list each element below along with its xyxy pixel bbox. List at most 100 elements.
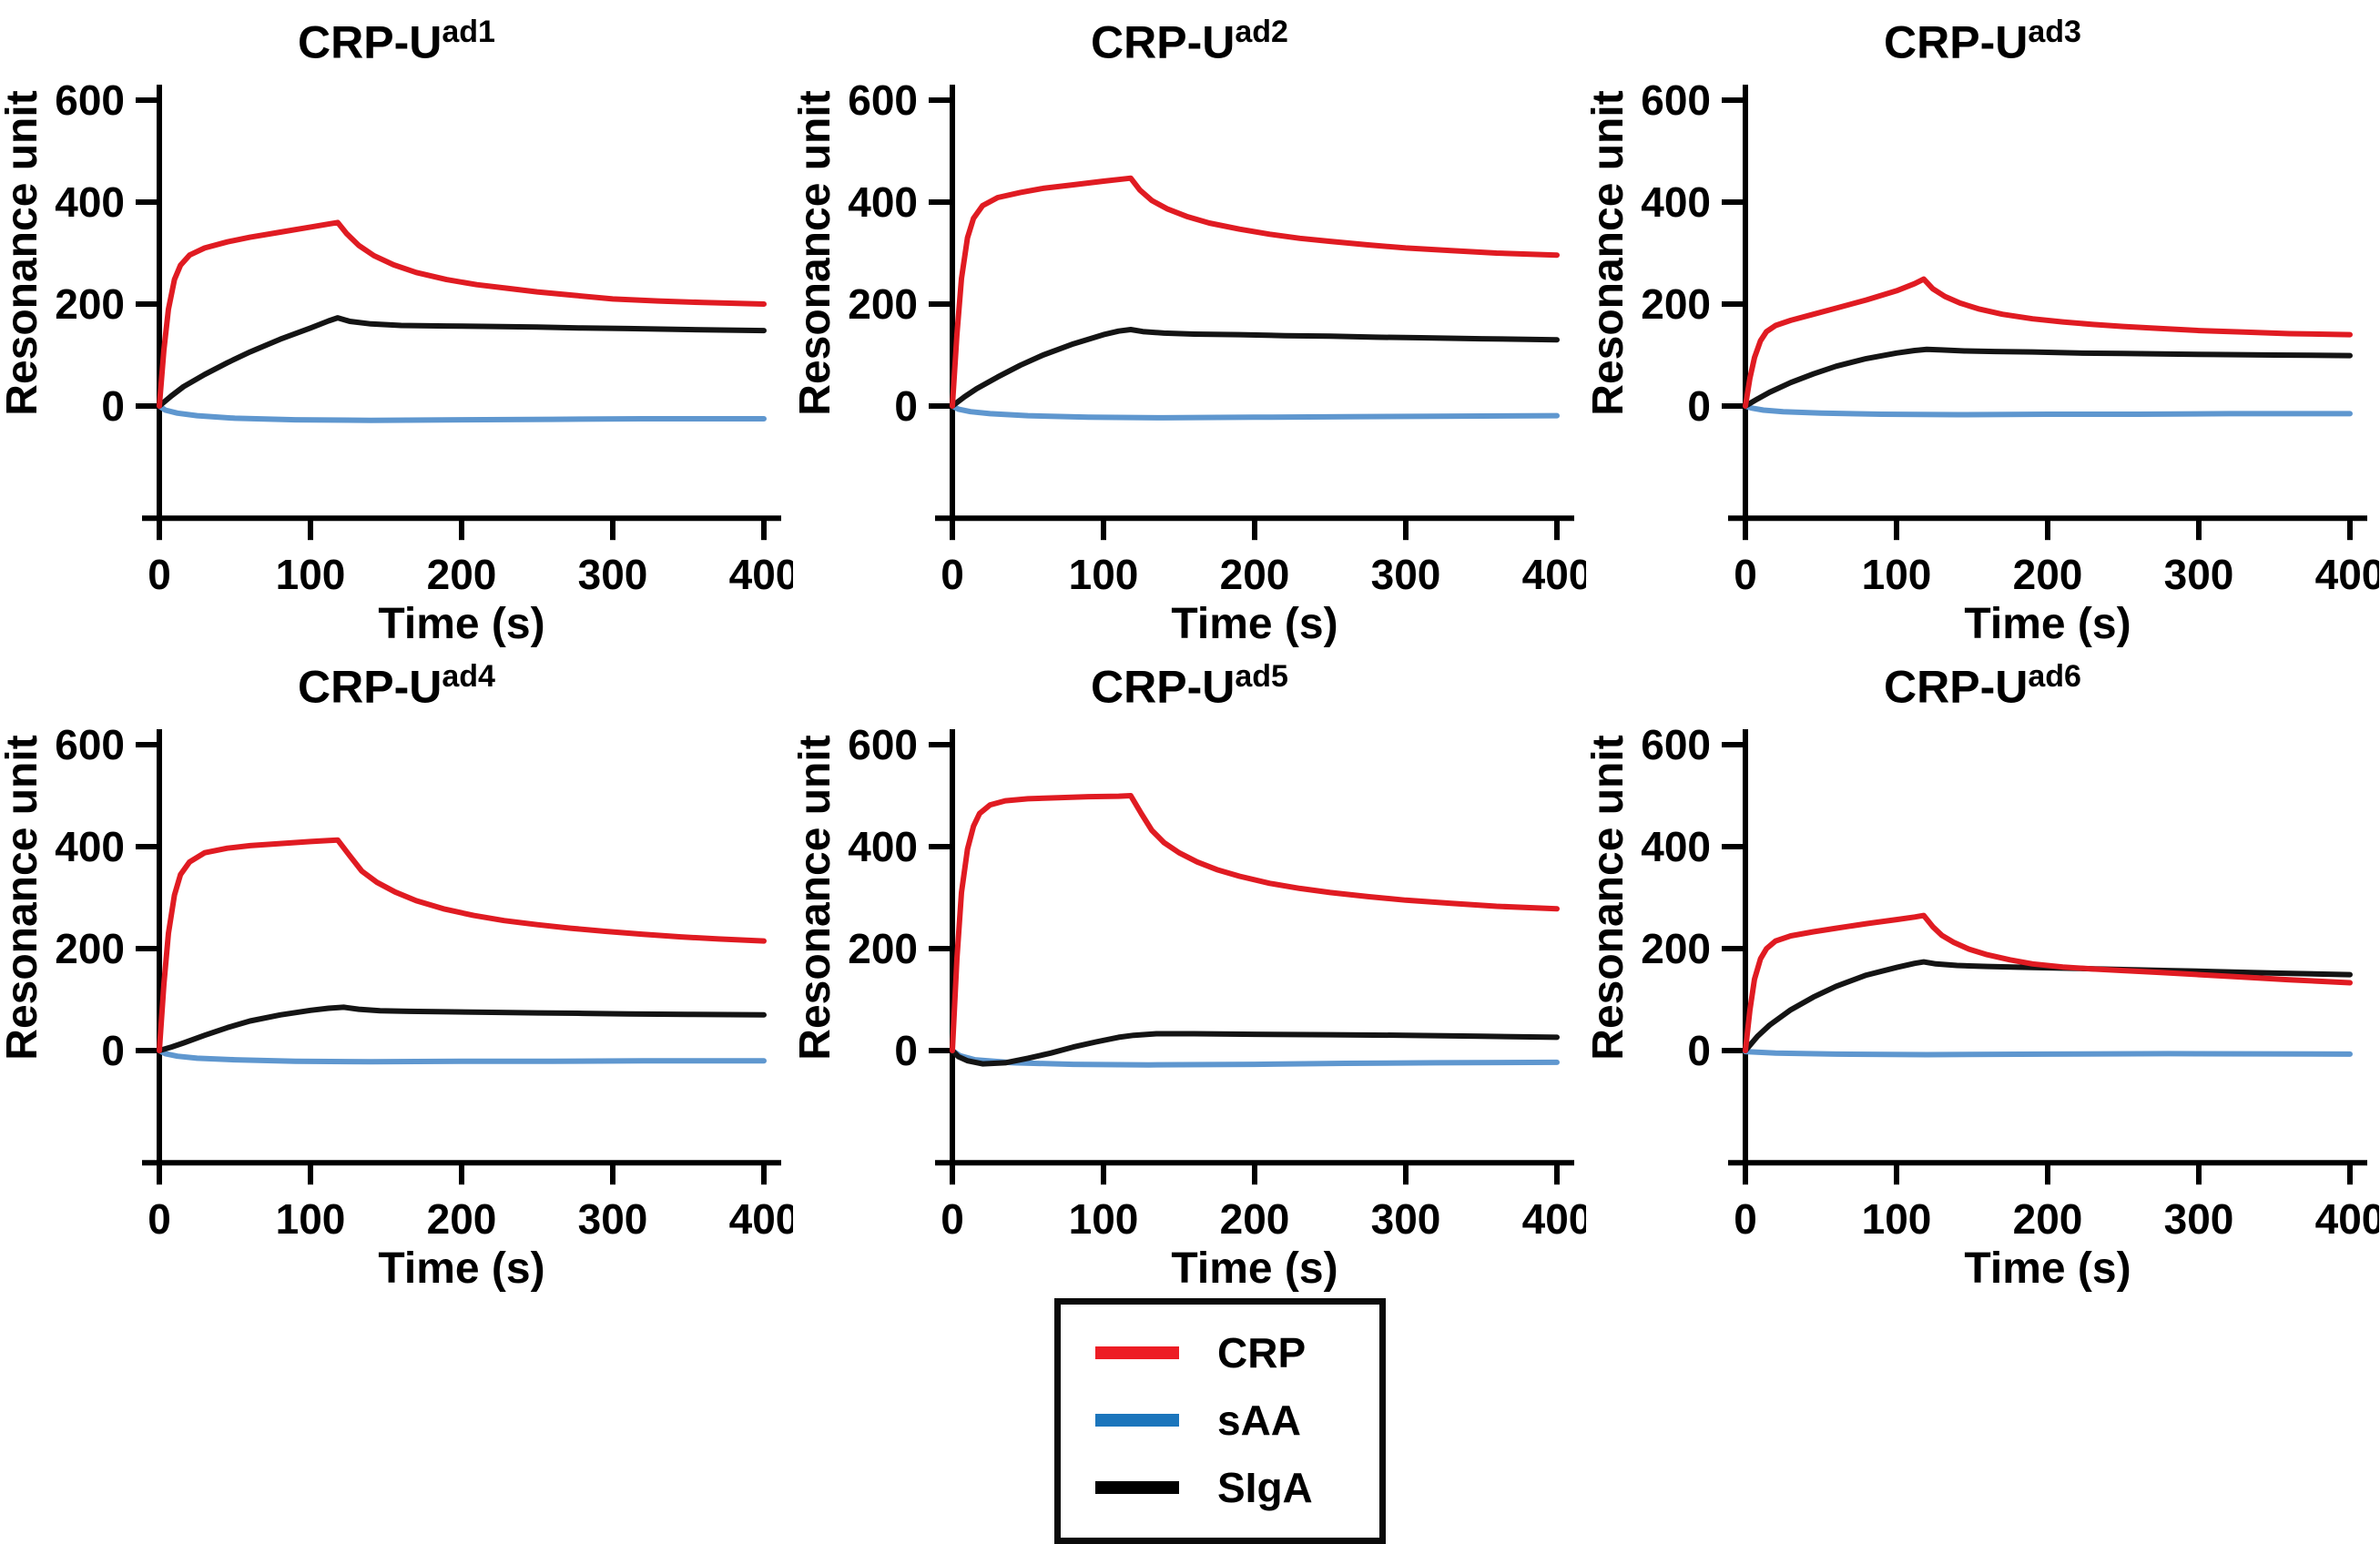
panel-ad2: CRP-Uad2 600 400 200 0 0 100 200 300 400 Resonance… xyxy=(793,5,1586,650)
panel-title: CRP-Uad1 xyxy=(0,5,793,68)
y-tick-label: 600 xyxy=(55,76,125,124)
y-tick-label: 400 xyxy=(848,178,918,226)
legend-label: SIgA xyxy=(1217,1464,1313,1511)
panel-title-base: CRP-U xyxy=(298,16,442,68)
x-tick-label: 0 xyxy=(941,1195,964,1243)
panel-title: CRP-Uad6 xyxy=(1586,650,2379,713)
x-tick-label: 400 xyxy=(1522,1195,1586,1243)
y-tick-label: 0 xyxy=(101,1027,125,1074)
y-axis-label: Resonance unit xyxy=(0,735,46,1060)
x-axis-label: Time (s) xyxy=(1171,1244,1337,1293)
y-tick-label: 200 xyxy=(848,925,918,972)
panel-title-base: CRP-U xyxy=(1091,661,1236,713)
x-tick-label: 200 xyxy=(427,551,497,598)
x-tick-label: 400 xyxy=(729,1195,793,1243)
x-axis-label: Time (s) xyxy=(378,1244,544,1293)
x-tick-label: 300 xyxy=(1371,551,1441,598)
y-tick-label: 400 xyxy=(55,178,125,226)
legend-label: CRP xyxy=(1217,1329,1307,1376)
y-tick-label: 0 xyxy=(1687,382,1711,430)
panel-title-base: CRP-U xyxy=(1884,16,2029,68)
y-tick-label: 0 xyxy=(894,382,918,430)
panel-ad4: CRP-Uad4 600 400 200 0 0 100 200 300 400 Resonance… xyxy=(0,650,793,1295)
x-tick-label: 300 xyxy=(578,551,648,598)
panel-ad1: CRP-Uad1 600 400 200 0 0 100 200 300 400 Resonance… xyxy=(0,5,793,650)
y-axis-label: Resonance unit xyxy=(1586,90,1632,415)
panel-title: CRP-Uad5 xyxy=(793,650,1586,713)
x-tick-label: 0 xyxy=(1734,1195,1757,1243)
series-sAA-curve xyxy=(950,403,1560,421)
y-tick-label: 0 xyxy=(101,382,125,430)
series-SIgA-curve xyxy=(1743,959,2353,1053)
series-SIgA-curve xyxy=(950,1031,1560,1067)
x-tick-label: 400 xyxy=(2315,1195,2379,1243)
y-tick-label: 0 xyxy=(1687,1027,1711,1074)
x-tick-label: 0 xyxy=(1734,551,1757,598)
series-SIgA-curve xyxy=(157,315,767,409)
series-sAA-curve xyxy=(157,1048,767,1065)
panel-title-sup: ad1 xyxy=(442,15,495,49)
y-axis-label: Resonance unit xyxy=(0,90,46,415)
x-tick-label: 200 xyxy=(1220,551,1290,598)
y-tick-label: 600 xyxy=(848,76,918,124)
x-tick-label: 100 xyxy=(1069,1195,1139,1243)
series-CRP-curve xyxy=(950,175,1560,409)
panel-title: CRP-Uad3 xyxy=(1586,5,2379,68)
panel-title-sup: ad3 xyxy=(2028,15,2081,49)
panel-title-base: CRP-U xyxy=(1884,661,2029,713)
panel-title: CRP-Uad4 xyxy=(0,650,793,713)
x-axis-label: Time (s) xyxy=(1964,600,2131,648)
panel-grid: CRP-Uad1 600 400 200 0 0 100 200 300 400 Resonance… xyxy=(0,5,2380,1295)
y-axis-label: Resonance unit xyxy=(1586,735,1632,1060)
series-CRP-curve xyxy=(157,837,767,1053)
panel-ad5: CRP-Uad5 600 400 200 0 0 100 200 300 400 Resonance… xyxy=(793,650,1586,1295)
x-tick-label: 300 xyxy=(2164,551,2234,598)
x-tick-label: 100 xyxy=(1862,551,1932,598)
legend-item-CRP: CRP xyxy=(1095,1332,1334,1374)
x-tick-label: 400 xyxy=(729,551,793,598)
x-tick-label: 100 xyxy=(276,1195,346,1243)
panel-title-base: CRP-U xyxy=(298,661,442,713)
x-axis-label: Time (s) xyxy=(378,600,544,648)
y-tick-label: 200 xyxy=(1641,925,1711,972)
series-sAA-curve xyxy=(157,403,767,423)
x-tick-label: 400 xyxy=(1522,551,1586,598)
series-sAA-curve xyxy=(1743,1049,2353,1058)
y-tick-label: 400 xyxy=(1641,823,1711,870)
legend-label: sAA xyxy=(1217,1397,1302,1444)
legend-wrap: CRP sAA SIgA xyxy=(0,1298,2380,1544)
x-tick-label: 0 xyxy=(147,551,171,598)
panel-title-sup: ad4 xyxy=(442,659,495,694)
y-tick-label: 400 xyxy=(848,823,918,870)
x-tick-label: 200 xyxy=(2013,551,2083,598)
y-tick-label: 400 xyxy=(55,823,125,870)
panel-ad3: CRP-Uad3 600 400 200 0 0 100 200 300 400 Resonance… xyxy=(1586,5,2379,650)
series-CRP-curve xyxy=(950,793,1560,1053)
panel-title-sup: ad5 xyxy=(1235,659,1288,694)
y-tick-label: 600 xyxy=(848,721,918,768)
x-tick-label: 300 xyxy=(1371,1195,1441,1243)
y-axis-label: Resonance unit xyxy=(793,90,839,415)
x-tick-label: 300 xyxy=(578,1195,648,1243)
x-tick-label: 100 xyxy=(1862,1195,1932,1243)
x-axis-label: Time (s) xyxy=(1964,1244,2131,1293)
x-tick-label: 100 xyxy=(1069,551,1139,598)
series-CRP-curve xyxy=(157,219,767,409)
y-tick-label: 400 xyxy=(1641,178,1711,226)
y-tick-label: 0 xyxy=(894,1027,918,1074)
x-tick-label: 200 xyxy=(427,1195,497,1243)
y-axis-label: Resonance unit xyxy=(793,735,839,1060)
y-tick-label: 600 xyxy=(55,721,125,768)
x-tick-label: 100 xyxy=(276,551,346,598)
series-CRP-curve xyxy=(1743,912,2353,1053)
panel-title-sup: ad2 xyxy=(1235,15,1288,49)
x-axis-label: Time (s) xyxy=(1171,600,1337,648)
legend-swatch-sAA xyxy=(1095,1414,1179,1427)
